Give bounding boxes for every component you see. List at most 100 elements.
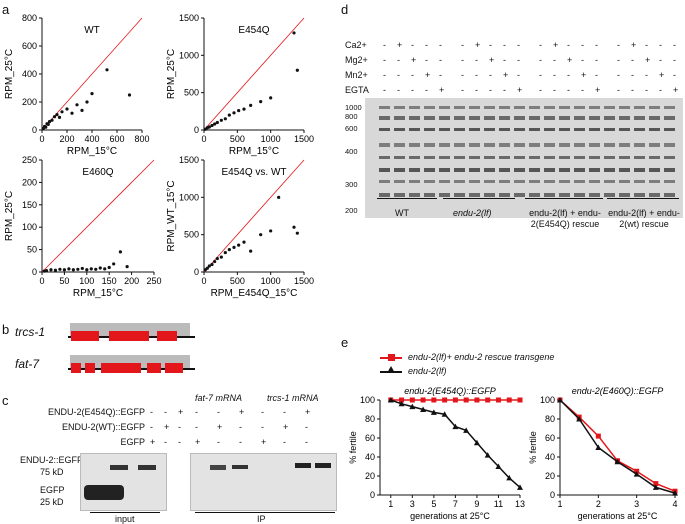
gel-band	[439, 156, 450, 159]
ion-sign: -	[617, 55, 620, 65]
gel-band	[439, 106, 450, 109]
y-tick-label: 80	[365, 414, 375, 424]
y-axis-label: RPM_25°C	[4, 49, 15, 99]
gel-band	[409, 116, 420, 120]
scatter-plots-panel: 0 200 400 600 800 0 200 400 600 800 RPM_15°C RPM_25…	[4, 13, 314, 299]
data-point	[71, 268, 75, 272]
x-axis-label: RPM_15°C	[229, 146, 279, 157]
gel-band	[394, 180, 405, 183]
ion-sign: -	[425, 85, 428, 95]
data-point	[292, 31, 296, 35]
gel-band	[619, 106, 630, 109]
ion-sign: +	[503, 70, 509, 80]
blot-ip	[190, 453, 337, 511]
data-point	[219, 255, 223, 259]
gel-band	[499, 193, 510, 197]
ion-sign: +	[645, 55, 651, 65]
y-tick-label: 150	[22, 200, 37, 210]
ion-sign: -	[567, 40, 570, 50]
ion-sign: -	[411, 40, 414, 50]
sign: -	[195, 407, 198, 417]
data-point	[85, 268, 89, 272]
sign: -	[283, 407, 286, 417]
gel-band	[604, 168, 615, 172]
data-point	[237, 243, 241, 247]
reference-line	[203, 17, 305, 131]
data-point	[242, 240, 246, 244]
chart-title: endu-2(E454Q)::EGFP	[404, 386, 496, 396]
gel-band	[604, 106, 615, 109]
gel-band	[409, 143, 420, 147]
ion-sign: +	[439, 85, 445, 95]
data-point	[242, 107, 246, 111]
data-point	[213, 259, 217, 264]
gel-band	[469, 106, 480, 109]
gel-band	[559, 193, 570, 197]
reference-line	[41, 17, 143, 131]
gel-band	[454, 143, 465, 147]
gel-band	[379, 180, 390, 183]
plot-title: E454Q vs. WT	[221, 167, 286, 178]
gel-band	[514, 128, 525, 131]
panel-label-d: d	[341, 2, 349, 17]
ion-sign: +	[397, 40, 403, 50]
gel-band	[514, 116, 525, 120]
ion-sign: -	[411, 70, 414, 80]
ion-sign: +	[517, 85, 523, 95]
data-marker-square	[506, 397, 512, 403]
data-point	[223, 117, 227, 121]
data-point	[57, 115, 62, 119]
gel-band	[394, 106, 405, 109]
gel-band	[559, 128, 570, 131]
data-marker-square	[409, 397, 415, 403]
exon	[71, 331, 99, 341]
bracket-ip	[195, 512, 335, 513]
gel-band	[664, 116, 675, 120]
sign: +	[217, 422, 223, 432]
ion-sign: -	[595, 40, 598, 50]
y-tick-label: 500	[184, 230, 199, 240]
y-tick-label: 400	[22, 69, 37, 79]
gel-band	[649, 106, 660, 109]
gel-lanes	[379, 106, 675, 197]
x-tick-label: 0	[39, 134, 44, 144]
data-marker-square	[463, 397, 469, 403]
gel-band	[604, 156, 615, 159]
ion-sign: -	[673, 70, 676, 80]
data-point	[98, 266, 102, 270]
x-axis-label: generations at 25°C	[578, 511, 658, 521]
gel-band	[379, 116, 390, 120]
sign: -	[239, 422, 242, 432]
gel-band	[664, 193, 675, 197]
data-point	[105, 68, 109, 72]
gel-band	[424, 193, 435, 197]
gel-band	[529, 180, 540, 183]
ion-label-mn: Mn2+	[345, 70, 368, 80]
data-point	[210, 262, 214, 267]
data-marker-square	[517, 397, 523, 403]
ion-sign: +	[595, 85, 601, 95]
ion-sign: -	[489, 70, 492, 80]
x-tick-label: 100	[79, 276, 94, 286]
data-point	[58, 267, 62, 271]
data-marker-triangle	[517, 484, 523, 490]
gene-label-trcs1: trcs-1	[15, 325, 45, 339]
ion-sign: -	[503, 55, 506, 65]
gel-band	[454, 128, 465, 131]
ion-sign: -	[539, 70, 542, 80]
gel-band	[484, 106, 495, 109]
ion-sign: +	[567, 55, 573, 65]
sign: +	[150, 437, 156, 447]
ion-sign: -	[581, 55, 584, 65]
gel-band	[574, 168, 585, 172]
ion-label-mg: Mg2+	[345, 55, 368, 65]
y-tick-label: 0	[32, 267, 37, 277]
ion-sign: -	[517, 70, 520, 80]
data-point	[227, 248, 231, 252]
data-point	[107, 265, 111, 270]
blot-input	[80, 453, 167, 511]
gel-band	[454, 193, 465, 197]
y-tick-label: 60	[365, 433, 375, 443]
gel-band	[619, 143, 630, 147]
gel-band	[439, 180, 450, 183]
